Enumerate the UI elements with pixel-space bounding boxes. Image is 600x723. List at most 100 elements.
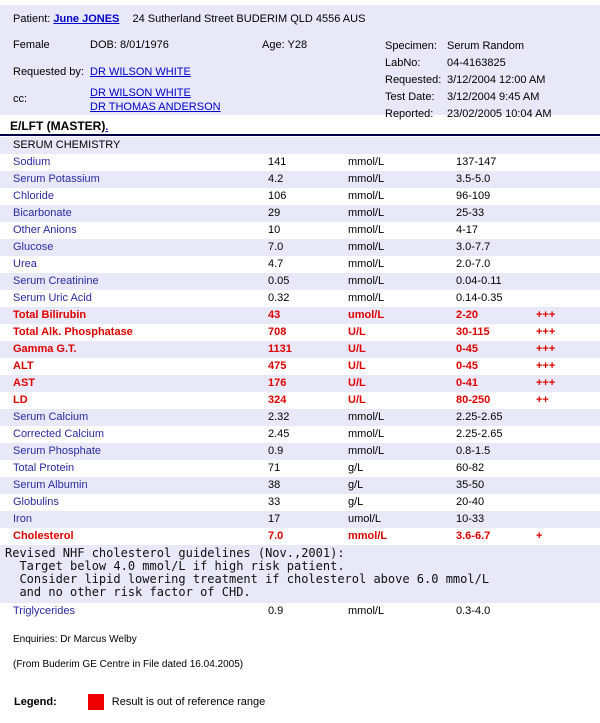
table-row: ALT 475 U/L 0-45 +++ xyxy=(0,358,600,375)
result-units: U/L xyxy=(348,326,366,338)
enquiries-text: Enquiries: Dr Marcus Welby xyxy=(13,634,137,645)
result-flags xyxy=(536,256,600,273)
result-flags xyxy=(536,188,600,205)
test-name-link[interactable]: Total Protein xyxy=(13,462,75,474)
test-name-link[interactable]: Gamma G.T. xyxy=(13,343,77,355)
result-flags xyxy=(536,154,600,171)
result-flags xyxy=(536,409,600,426)
result-range: 10-33 xyxy=(456,513,485,525)
test-name-link[interactable]: Triglycerides xyxy=(13,605,75,617)
test-name-link[interactable]: Iron xyxy=(13,513,32,525)
reported-value: 23/02/2005 10:04 AM xyxy=(447,108,552,120)
test-name-link[interactable]: Serum Creatinine xyxy=(13,275,99,287)
test-name-link[interactable]: AST xyxy=(13,377,35,389)
group-header-row: SERUM CHEMISTRY xyxy=(0,137,600,154)
result-value: 4.7 xyxy=(268,258,284,270)
result-range: 0.04-0.11 xyxy=(456,275,502,287)
result-value: 2.32 xyxy=(268,411,290,423)
result-flags: + xyxy=(536,530,543,542)
table-row: AST 176 U/L 0-41 +++ xyxy=(0,375,600,392)
table-row: Triglycerides 0.9 mmol/L 0.3-4.0 xyxy=(0,603,600,620)
result-flags: +++ xyxy=(536,326,556,338)
table-row: Chloride 106 mmol/L 96-109 xyxy=(0,188,600,205)
section-divider xyxy=(0,134,600,136)
result-units: g/L xyxy=(348,462,364,474)
test-name-link[interactable]: Bicarbonate xyxy=(13,207,72,219)
result-value: 7.0 xyxy=(268,241,284,253)
test-name-link[interactable]: Glucose xyxy=(13,241,54,253)
test-name-link[interactable]: Serum Potassium xyxy=(13,173,100,185)
test-name-link[interactable]: Total Alk. Phosphatase xyxy=(13,326,133,338)
legend: Legend: Result is out of reference range xyxy=(14,694,265,710)
result-flags xyxy=(536,460,600,477)
result-range: 3.6-6.7 xyxy=(456,530,491,542)
result-range: 0.8-1.5 xyxy=(456,445,491,457)
test-name-link[interactable]: Serum Phosphate xyxy=(13,445,102,457)
result-units: g/L xyxy=(348,479,364,491)
test-name-link[interactable]: Corrected Calcium xyxy=(13,428,105,440)
result-range: 30-115 xyxy=(456,326,490,338)
patient-sex: Female xyxy=(13,39,50,51)
patient-address: 24 Sutherland Street BUDERIM QLD 4556 AU… xyxy=(132,13,366,25)
cc-doctor-link[interactable]: DR WILSON WHITE xyxy=(90,87,191,99)
result-flags xyxy=(536,239,600,256)
result-flags: +++ xyxy=(536,309,556,321)
table-row: Serum Calcium 2.32 mmol/L 2.25-2.65 xyxy=(0,409,600,426)
result-units: mmol/L xyxy=(348,530,388,542)
result-range: 0-41 xyxy=(456,377,479,389)
table-row: Urea 4.7 mmol/L 2.0-7.0 xyxy=(0,256,600,273)
test-name-link[interactable]: Serum Albumin xyxy=(13,479,88,491)
table-row: Other Anions 10 mmol/L 4-17 xyxy=(0,222,600,239)
table-row: Total Bilirubin 43 umol/L 2-20 +++ xyxy=(0,307,600,324)
specimen-value: Serum Random xyxy=(447,40,525,52)
patient-line: Patient: June JONES 24 Sutherland Street… xyxy=(13,13,365,25)
result-value: 71 xyxy=(268,462,281,474)
comment-block: Revised NHF cholesterol guidelines (Nov.… xyxy=(0,545,600,603)
table-row: Serum Phosphate 0.9 mmol/L 0.8-1.5 xyxy=(0,443,600,460)
requesting-doctor-link[interactable]: DR WILSON WHITE xyxy=(90,66,191,78)
test-name-link[interactable]: LD xyxy=(13,394,28,406)
result-value: 176 xyxy=(268,377,287,389)
result-units: mmol/L xyxy=(348,605,385,617)
table-row: Total Protein 71 g/L 60-82 xyxy=(0,460,600,477)
table-row: Glucose 7.0 mmol/L 3.0-7.7 xyxy=(0,239,600,256)
result-range: 0-45 xyxy=(456,360,479,372)
result-flags xyxy=(536,290,600,307)
test-name-link[interactable]: Urea xyxy=(13,258,37,270)
result-value: 141 xyxy=(268,156,287,168)
test-name-link[interactable]: Cholesterol xyxy=(13,530,74,542)
result-value: 0.32 xyxy=(268,292,290,304)
result-units: umol/L xyxy=(348,513,382,525)
test-name-link[interactable]: Chloride xyxy=(13,190,54,202)
result-value: 0.05 xyxy=(268,275,290,287)
result-range: 0.14-0.35 xyxy=(456,292,503,304)
test-name-link[interactable]: Sodium xyxy=(13,156,51,168)
requested-label: Requested: xyxy=(385,74,442,86)
section-title-text: E/LFT (MASTER) xyxy=(10,119,106,133)
patient-name-link[interactable]: June JONES xyxy=(53,13,120,25)
result-range: 80-250 xyxy=(456,394,491,406)
cc-doctor-link[interactable]: DR THOMAS ANDERSON xyxy=(90,101,221,113)
result-range: 35-50 xyxy=(456,479,485,491)
test-name-link[interactable]: Serum Calcium xyxy=(13,411,89,423)
result-range: 2-20 xyxy=(456,309,479,321)
test-name-link[interactable]: Other Anions xyxy=(13,224,77,236)
patient-label: Patient: xyxy=(13,13,51,25)
result-range: 137-147 xyxy=(456,156,497,168)
result-value: 33 xyxy=(268,496,281,508)
testdate-value: 3/12/2004 9:45 AM xyxy=(447,91,540,103)
patient-age: Age: Y28 xyxy=(262,39,308,51)
test-name-link[interactable]: Globulins xyxy=(13,496,59,508)
cc-doctor-links: DR WILSON WHITE DR THOMAS ANDERSON xyxy=(90,86,221,114)
test-name-link[interactable]: ALT xyxy=(13,360,34,372)
result-flags xyxy=(536,511,600,528)
result-value: 43 xyxy=(268,309,281,321)
test-name-link[interactable]: Total Bilirubin xyxy=(13,309,87,321)
result-units: U/L xyxy=(348,394,366,406)
section-title-dot-link[interactable]: . xyxy=(105,122,109,133)
result-units: mmol/L xyxy=(348,241,385,253)
test-name-link[interactable]: Serum Uric Acid xyxy=(13,292,92,304)
result-units: mmol/L xyxy=(348,173,385,185)
result-units: mmol/L xyxy=(348,292,385,304)
result-flags: +++ xyxy=(536,377,556,389)
